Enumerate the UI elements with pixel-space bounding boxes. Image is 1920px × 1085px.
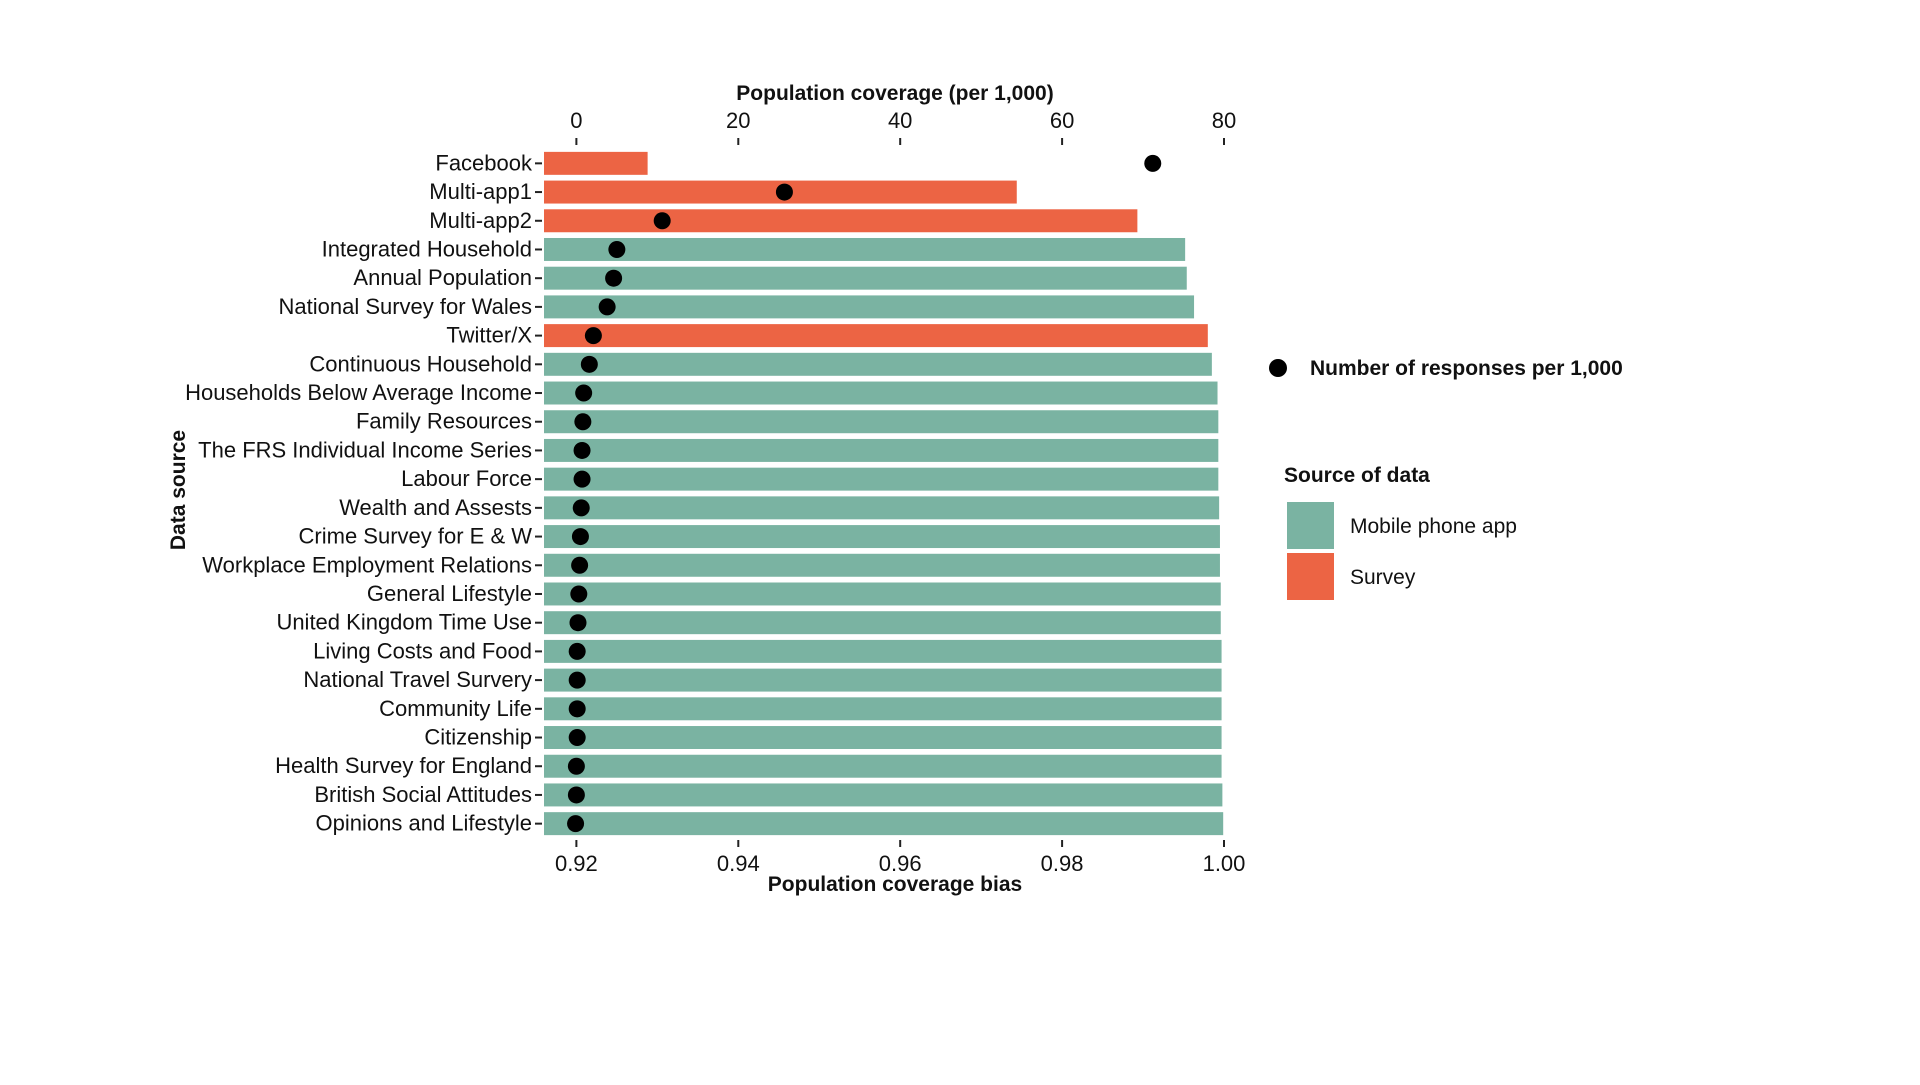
y-tick-label: Crime Survey for E & W: [299, 524, 533, 549]
y-tick-label: Continuous Household: [309, 351, 532, 376]
y-tick-label: Twitter/X: [446, 323, 532, 348]
y-tick-label: Living Costs and Food: [313, 638, 532, 663]
bar: [544, 812, 1224, 836]
bar: [544, 467, 1219, 491]
data-point: [608, 240, 626, 258]
data-point: [568, 642, 586, 660]
data-point: [567, 786, 585, 804]
legend-label-mobile: Mobile phone app: [1350, 515, 1517, 538]
data-point: [573, 441, 591, 459]
bar: [544, 553, 1220, 577]
data-point: [653, 212, 671, 230]
y-tick-label: British Social Attitudes: [314, 782, 532, 807]
y-tick-label: Opinions and Lifestyle: [316, 811, 532, 836]
y-tick-label: Integrated Household: [322, 236, 532, 261]
x2-tick-label: 20: [726, 108, 750, 133]
bar: [544, 352, 1212, 376]
y-tick-label: Annual Population: [353, 265, 532, 290]
legend: Number of responses per 1,000 Source of …: [1269, 357, 1623, 600]
x-tick-label: 0.92: [555, 851, 598, 876]
y-tick-label: Health Survey for England: [275, 753, 532, 778]
data-point: [567, 815, 585, 833]
y-tick-label: United Kingdom Time Use: [276, 610, 532, 635]
x2-tick-label: 80: [1212, 108, 1236, 133]
data-point: [568, 671, 586, 689]
y-tick-label: The FRS Individual Income Series: [198, 437, 532, 462]
bar: [544, 324, 1208, 348]
y-tick-label: Multi-app1: [429, 179, 532, 204]
bar: [544, 295, 1195, 319]
x2-tick-label: 40: [888, 108, 912, 133]
y-axis: Facebook Multi-app1 Multi-app2 Integrated H…: [185, 150, 542, 836]
y-axis-title: Data source: [167, 430, 190, 550]
y-tick-label: Community Life: [379, 696, 532, 721]
x-tick-label: 0.98: [1041, 851, 1084, 876]
legend-label-survey: Survey: [1350, 566, 1416, 589]
x-tick-label: 0.94: [717, 851, 760, 876]
bar: [544, 410, 1219, 434]
data-point: [571, 556, 589, 574]
bar: [544, 496, 1220, 520]
bar: [544, 209, 1138, 233]
data-point: [568, 700, 586, 718]
y-tick-label: Wealth and Assests: [339, 495, 532, 520]
data-point: [572, 499, 590, 517]
y-tick-label: Facebook: [435, 150, 533, 175]
y-tick-label: Family Resources: [356, 409, 532, 434]
bar: [544, 151, 648, 175]
y-tick-label: General Lifestyle: [367, 581, 532, 606]
data-point: [571, 528, 589, 546]
data-point: [574, 413, 592, 431]
bar: [544, 525, 1220, 549]
y-tick-label: Households Below Average Income: [185, 380, 532, 405]
data-point: [569, 614, 587, 632]
y-tick-label: National Survey for Wales: [278, 294, 532, 319]
y-tick-label: Citizenship: [424, 725, 532, 750]
data-point: [580, 355, 598, 373]
legend-swatch-mobile: [1287, 502, 1334, 549]
data-point: [584, 327, 602, 345]
x-tick-label: 1.00: [1203, 851, 1246, 876]
legend-point-swatch: [1269, 359, 1287, 377]
bar: [544, 266, 1187, 290]
data-point: [775, 183, 793, 201]
legend-fill-title: Source of data: [1284, 464, 1430, 487]
data-point: [567, 757, 585, 775]
y-tick-label: Multi-app2: [429, 208, 532, 233]
bar: [544, 639, 1222, 663]
bar: [544, 783, 1223, 807]
bar: [544, 726, 1222, 750]
bar: [544, 237, 1186, 261]
bar: [544, 668, 1222, 692]
y-tick-label: Workplace Employment Relations: [202, 552, 532, 577]
points-layer: [567, 154, 1162, 833]
data-point: [573, 470, 591, 488]
data-point: [598, 298, 616, 316]
x2-tick-label: 60: [1050, 108, 1074, 133]
y-tick-label: National Travel Survery: [303, 667, 532, 692]
data-point: [605, 269, 623, 287]
bar: [544, 697, 1222, 721]
x2-axis-title: Population coverage (per 1,000): [736, 82, 1053, 105]
legend-swatch-survey: [1287, 553, 1334, 600]
x2-tick-label: 0: [570, 108, 582, 133]
bar: [544, 381, 1218, 405]
bar: [544, 611, 1221, 635]
legend-point-label: Number of responses per 1,000: [1310, 357, 1623, 380]
bar: [544, 754, 1222, 778]
data-point: [1144, 154, 1162, 172]
x-axis-top: 0 20 40 60 80: [570, 108, 1236, 145]
y-tick-label: Labour Force: [401, 466, 532, 491]
data-point: [570, 585, 588, 603]
x-axis-title: Population coverage bias: [768, 873, 1022, 896]
x-tick-label: 0.96: [879, 851, 922, 876]
data-point: [568, 729, 586, 747]
data-point: [575, 384, 593, 402]
bar: [544, 438, 1219, 462]
bars-layer: [544, 151, 1224, 836]
x-axis-bottom: 0.92 0.94 0.96 0.98 1.00: [555, 840, 1245, 876]
bar: [544, 582, 1221, 606]
